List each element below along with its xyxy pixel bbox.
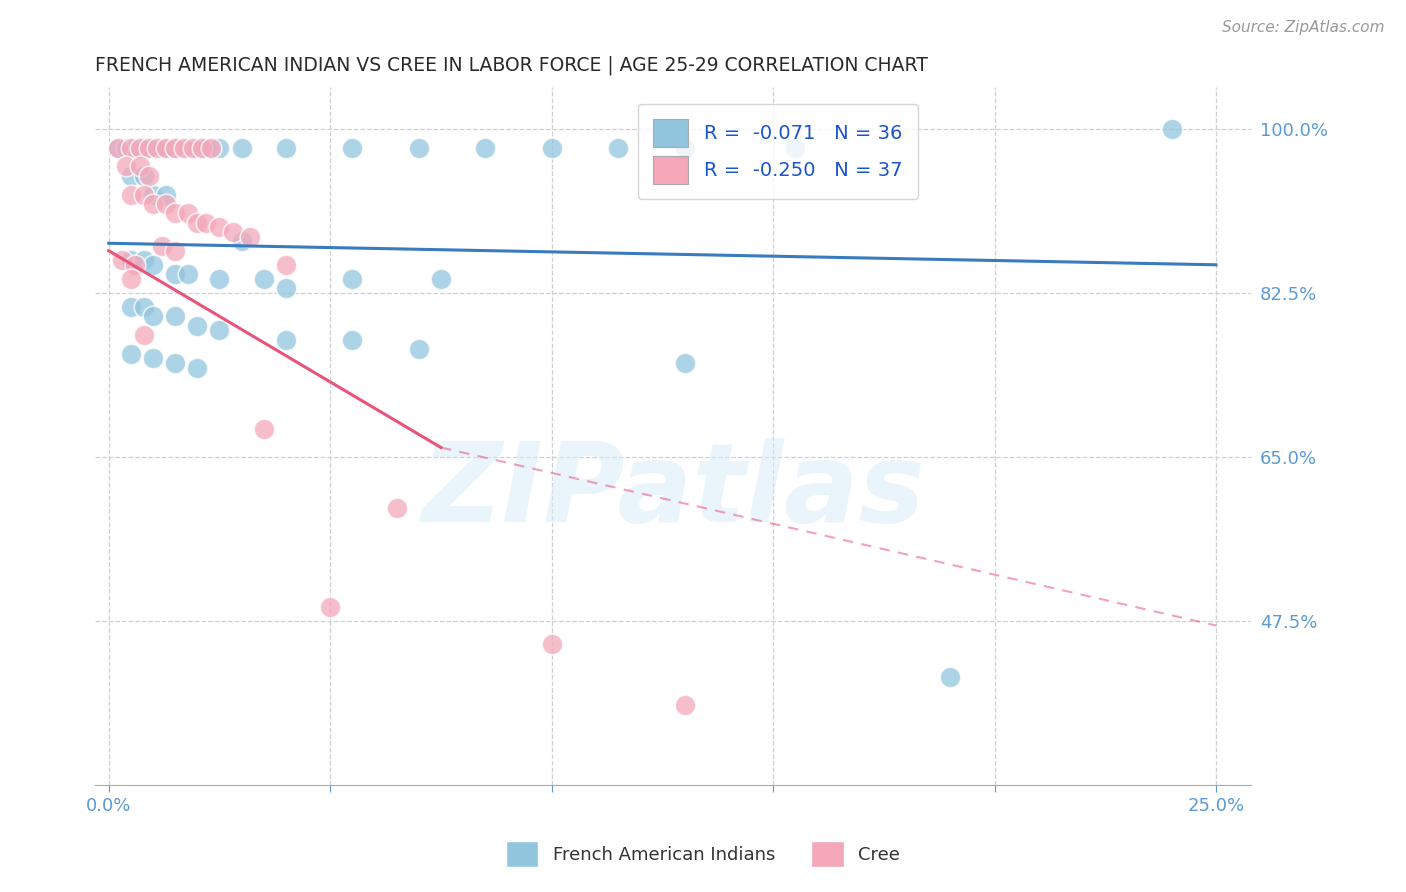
Point: [107, 141, 129, 155]
Point: [186, 216, 208, 230]
Point: [186, 141, 208, 155]
Point: [408, 342, 430, 356]
Point: [134, 187, 156, 202]
Point: [208, 220, 231, 235]
Point: [186, 360, 208, 375]
Point: [274, 333, 297, 347]
Point: [540, 637, 562, 651]
Point: [195, 141, 218, 155]
Point: [673, 141, 696, 155]
Point: [319, 599, 342, 614]
Point: [939, 670, 962, 684]
Point: [208, 323, 231, 337]
Point: [142, 187, 165, 202]
Point: [239, 229, 262, 244]
Point: [124, 258, 146, 272]
Point: [134, 300, 156, 314]
Point: [342, 272, 364, 286]
Legend: French American Indians, Cree: French American Indians, Cree: [499, 834, 907, 874]
Point: [274, 258, 297, 272]
Point: [165, 244, 187, 258]
Point: [134, 253, 156, 268]
Point: [540, 141, 562, 155]
Point: [107, 141, 129, 155]
Point: [673, 698, 696, 712]
Point: [165, 141, 187, 155]
Point: [430, 272, 453, 286]
Point: [177, 141, 200, 155]
Point: [146, 141, 169, 155]
Point: [142, 258, 165, 272]
Point: [124, 141, 146, 155]
Point: [155, 141, 177, 155]
Point: [385, 501, 408, 516]
Point: [200, 141, 222, 155]
Point: [408, 141, 430, 155]
Point: [128, 141, 150, 155]
Point: [120, 187, 142, 202]
Point: [474, 141, 496, 155]
Point: [120, 300, 142, 314]
Point: [142, 197, 165, 211]
Point: [150, 239, 173, 253]
Point: [181, 141, 204, 155]
Point: [274, 281, 297, 295]
Point: [177, 267, 200, 281]
Point: [120, 347, 142, 361]
Point: [208, 141, 231, 155]
Point: [120, 272, 142, 286]
Point: [253, 422, 276, 436]
Text: Source: ZipAtlas.com: Source: ZipAtlas.com: [1222, 20, 1385, 35]
Point: [111, 253, 134, 268]
Point: [222, 225, 245, 239]
Point: [195, 216, 218, 230]
Point: [115, 141, 138, 155]
Point: [142, 141, 165, 155]
Point: [115, 160, 138, 174]
Point: [138, 141, 160, 155]
Point: [186, 318, 208, 333]
Point: [253, 272, 276, 286]
Point: [134, 169, 156, 183]
Point: [155, 187, 177, 202]
Legend: R =  -0.071   N = 36, R =  -0.250   N = 37: R = -0.071 N = 36, R = -0.250 N = 37: [638, 103, 918, 200]
Point: [120, 253, 142, 268]
Point: [165, 267, 187, 281]
Point: [120, 169, 142, 183]
Point: [150, 141, 173, 155]
Point: [208, 272, 231, 286]
Point: [142, 351, 165, 366]
Point: [165, 206, 187, 220]
Point: [165, 141, 187, 155]
Point: [177, 206, 200, 220]
Point: [342, 141, 364, 155]
Point: [138, 169, 160, 183]
Point: [165, 356, 187, 370]
Point: [342, 333, 364, 347]
Point: [673, 356, 696, 370]
Point: [134, 328, 156, 343]
Point: [274, 141, 297, 155]
Point: [607, 141, 630, 155]
Point: [231, 235, 253, 249]
Point: [231, 141, 253, 155]
Point: [120, 141, 142, 155]
Point: [128, 160, 150, 174]
Point: [155, 197, 177, 211]
Point: [165, 310, 187, 324]
Point: [134, 141, 156, 155]
Point: [785, 141, 807, 155]
Point: [142, 310, 165, 324]
Point: [190, 141, 212, 155]
Point: [1160, 122, 1182, 136]
Point: [173, 141, 195, 155]
Text: ZIPatlas: ZIPatlas: [422, 438, 925, 545]
Text: FRENCH AMERICAN INDIAN VS CREE IN LABOR FORCE | AGE 25-29 CORRELATION CHART: FRENCH AMERICAN INDIAN VS CREE IN LABOR …: [96, 55, 928, 75]
